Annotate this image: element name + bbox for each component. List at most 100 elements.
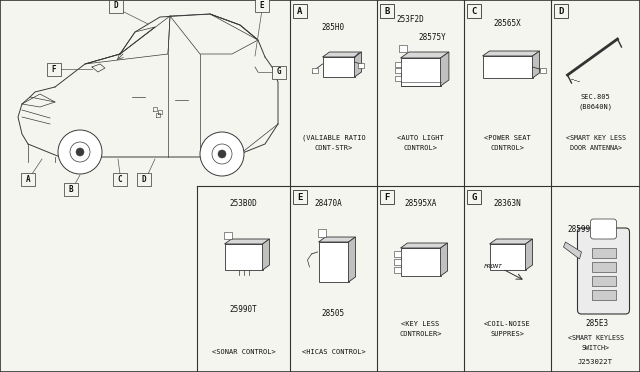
Polygon shape [262,239,269,270]
Text: CONTROL>: CONTROL> [490,145,525,151]
Polygon shape [319,237,355,242]
Text: 253F2D: 253F2D [397,16,424,25]
Text: <HICAS CONTROL>: <HICAS CONTROL> [301,349,365,355]
Polygon shape [401,243,447,248]
Text: FRONT: FRONT [484,264,503,269]
Polygon shape [355,52,362,77]
Polygon shape [440,52,449,86]
Text: 28565X: 28565X [493,19,522,29]
Text: (B0640N): (B0640N) [579,104,612,110]
Bar [223,232,232,239]
Text: (VALIABLE RATIO: (VALIABLE RATIO [301,135,365,141]
Text: 285H0: 285H0 [322,22,345,32]
Bar [394,259,401,265]
Circle shape [200,132,244,176]
Polygon shape [490,239,532,244]
Text: <KEY LESS: <KEY LESS [401,321,440,327]
Text: <POWER SEAT: <POWER SEAT [484,135,531,141]
Text: D: D [114,1,118,10]
Text: 285E3: 285E3 [586,320,609,328]
Circle shape [58,130,102,174]
Polygon shape [401,248,440,276]
Text: C: C [471,6,477,16]
Bar [399,45,406,52]
Bar [317,229,326,237]
Bar [591,262,616,272]
Polygon shape [490,244,525,270]
Circle shape [218,150,226,158]
FancyBboxPatch shape [577,228,630,314]
Text: <SONAR CONTROL>: <SONAR CONTROL> [212,349,275,355]
Bar [380,190,394,204]
Polygon shape [401,52,449,58]
Polygon shape [483,56,532,78]
Text: A: A [26,174,30,183]
Text: A: A [298,6,303,16]
Text: F: F [52,64,56,74]
Text: SEC.805: SEC.805 [580,94,611,100]
Circle shape [76,148,84,156]
Bar [380,4,394,18]
Bar [591,248,616,258]
Bar [312,68,317,73]
Text: DOOR ANTENNA>: DOOR ANTENNA> [570,145,621,151]
Text: CONTROL>: CONTROL> [403,145,438,151]
Bar [591,276,616,286]
Polygon shape [349,237,355,282]
Bar [255,0,269,12]
Text: G: G [276,67,282,77]
Text: SWITCH>: SWITCH> [582,345,609,351]
Text: 28505: 28505 [322,310,345,318]
Polygon shape [483,51,540,56]
Bar [540,68,545,73]
Bar [591,290,616,300]
Circle shape [212,144,232,164]
Bar [394,68,401,73]
Bar [293,190,307,204]
Polygon shape [319,242,349,282]
Text: 28575Y: 28575Y [419,32,446,42]
Text: <SMART KEY LESS: <SMART KEY LESS [566,135,625,141]
Polygon shape [525,239,532,270]
Bar [467,4,481,18]
Text: 253B0D: 253B0D [230,199,257,208]
Bar [21,173,35,186]
Bar [554,4,568,18]
Text: C: C [118,174,122,183]
Text: <AUTO LIGHT: <AUTO LIGHT [397,135,444,141]
Text: CONT-STR>: CONT-STR> [314,145,353,151]
Text: 28595XA: 28595XA [404,199,436,208]
Text: B: B [384,6,390,16]
Bar [394,62,401,67]
Text: B: B [68,185,74,193]
Text: E: E [260,0,264,10]
Text: <COIL-NOISE: <COIL-NOISE [484,321,531,327]
Text: SUPPRES>: SUPPRES> [490,331,525,337]
Text: D: D [558,6,564,16]
Bar [47,62,61,76]
Text: J253022T: J253022T [578,359,613,365]
FancyBboxPatch shape [591,219,616,239]
Circle shape [70,142,90,162]
Bar [394,267,401,273]
Bar [293,4,307,18]
Polygon shape [225,239,269,244]
Text: 28599: 28599 [568,224,591,234]
Bar [358,63,364,68]
Polygon shape [323,57,355,77]
Text: <SMART KEYLESS: <SMART KEYLESS [568,335,623,341]
Polygon shape [323,52,362,57]
Text: E: E [298,192,303,202]
Polygon shape [401,58,440,86]
Bar [137,173,151,186]
Bar [109,0,123,13]
Text: 28470A: 28470A [315,199,342,208]
Polygon shape [563,242,582,259]
Polygon shape [225,244,262,270]
Bar [64,183,78,196]
Polygon shape [440,243,447,276]
Text: 28363N: 28363N [493,199,522,208]
Text: G: G [471,192,477,202]
Bar [394,251,401,257]
Bar [394,76,401,81]
